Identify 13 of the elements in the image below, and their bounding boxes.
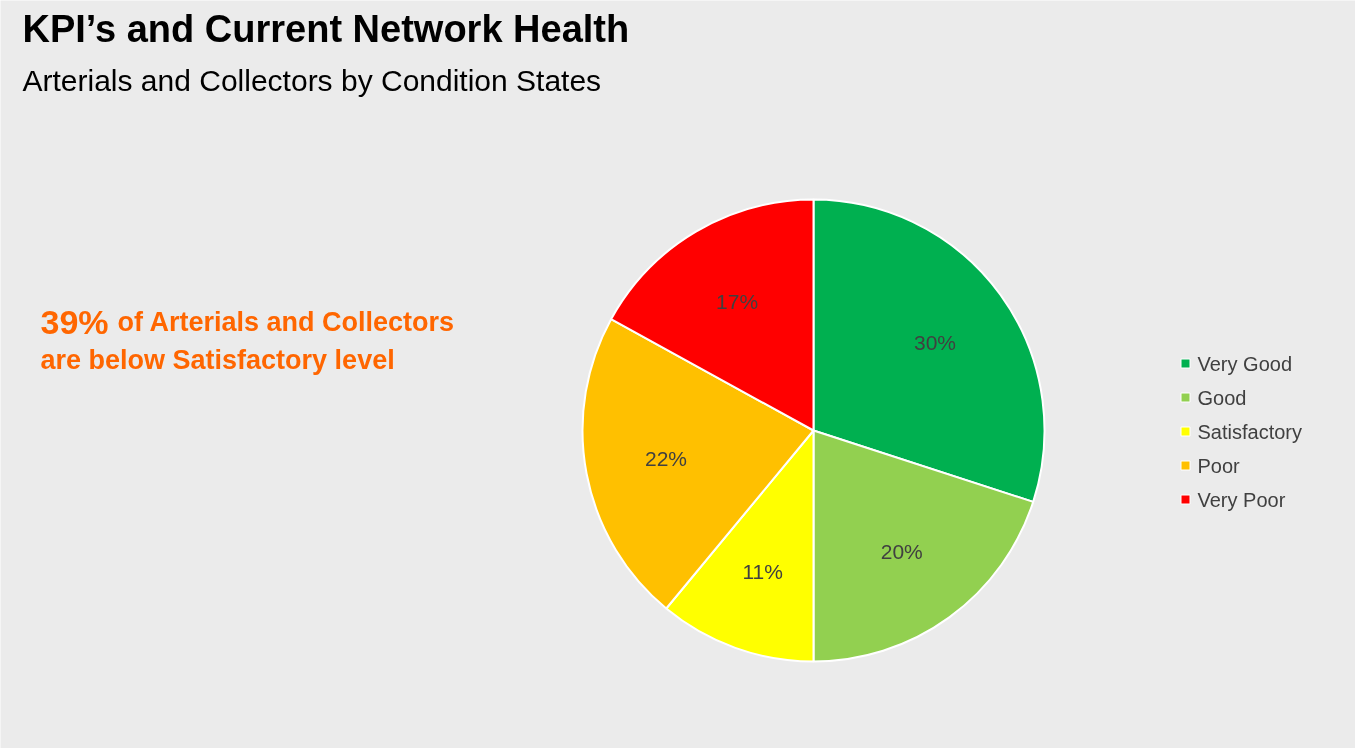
chart-title: KPI’s and Current Network Health [22,7,630,50]
data-label: 17% [716,289,759,313]
legend-label: Very Good [1197,352,1293,375]
legend-label: Good [1197,386,1247,409]
data-label: 11% [742,560,783,584]
data-label: 20% [880,540,923,564]
data-label: 30% [913,330,956,354]
data-label: 22% [644,447,688,471]
text: Arterials and Collectors by Condition States [22,64,602,97]
legend-label: Poor [1197,454,1241,477]
text: 39% of Arterials and Collectors are below Satisfactory level [40,302,455,375]
legend-label: Very Poor [1197,488,1286,511]
legend-label: Satisfactory [1197,420,1302,443]
